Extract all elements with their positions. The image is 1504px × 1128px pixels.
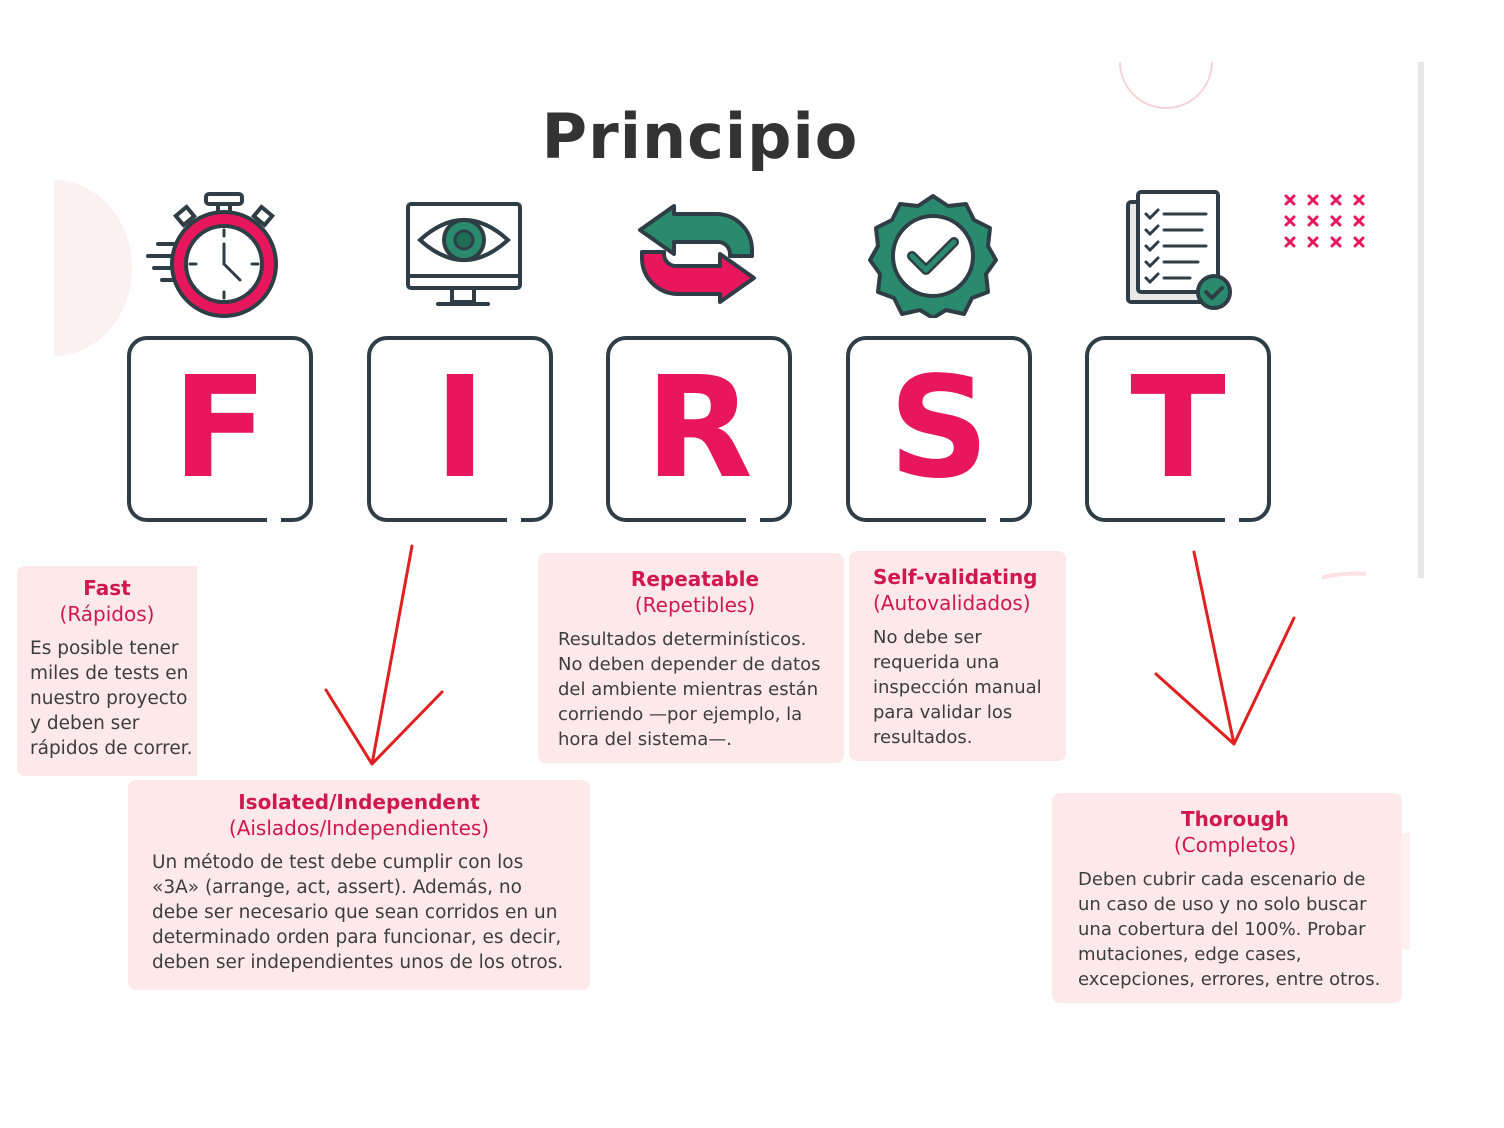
arrow-down-isolated <box>324 544 444 766</box>
page-title: Principio <box>541 100 859 173</box>
letter-i: I <box>433 347 487 510</box>
card-self-validating-title: Self-validating <box>873 565 1038 589</box>
card-isolated-body: Un método de test debe cumplir con los «… <box>152 852 564 973</box>
letter-s: S <box>888 347 990 510</box>
card-self-validating-body: No debe ser requerida una inspección man… <box>873 627 1042 748</box>
letter-box-i: I <box>367 336 553 523</box>
letter-box-t: T <box>1085 336 1271 523</box>
letter-r: R <box>645 347 753 510</box>
card-fast-title: Fast <box>83 576 131 600</box>
card-self-validating: Self-validating (Autovalidados) No debe … <box>849 551 1066 761</box>
letter-box-f: F <box>127 336 313 523</box>
letter-f: F <box>172 347 268 510</box>
card-isolated: Isolated/Independent (Aislados/Independi… <box>128 780 590 990</box>
letter-t: T <box>1130 347 1226 510</box>
letter-box-s: S <box>846 336 1032 523</box>
monitor-eye-icon <box>406 202 522 306</box>
card-thorough-subtitle: (Completos) <box>1173 833 1297 857</box>
checklist-icon <box>1126 190 1232 310</box>
card-fast-subtitle: (Rápidos) <box>59 602 155 626</box>
repeat-arrows-icon <box>638 204 756 304</box>
card-repeatable-subtitle: (Repetibles) <box>634 593 756 617</box>
card-repeatable: Repeatable (Repetibles) Resultados deter… <box>538 553 844 763</box>
card-repeatable-title: Repeatable <box>630 567 760 591</box>
card-repeatable-body: Resultados determinísticos. No deben dep… <box>558 629 821 750</box>
cross-pattern-decoration <box>1284 194 1365 248</box>
card-thorough-title: Thorough <box>1180 807 1290 831</box>
card-fast-body: Es posible tener miles de tests en nuest… <box>30 638 193 759</box>
card-thorough-body: Deben cubrir cada escenario de un caso d… <box>1078 869 1381 990</box>
arrow-down-thorough <box>1154 550 1296 746</box>
letter-box-r: R <box>606 336 792 523</box>
stopwatch-icon <box>146 192 278 318</box>
card-thorough: Thorough (Completos) Deben cubrir cada e… <box>1052 793 1402 1003</box>
card-self-validating-subtitle: (Autovalidados) <box>873 591 1031 615</box>
card-isolated-title: Isolated/Independent <box>238 790 480 814</box>
card-isolated-subtitle: (Aislados/Independientes) <box>228 816 490 840</box>
check-badge-icon <box>868 194 998 318</box>
card-fast: Fast (Rápidos) Es posible tener miles de… <box>17 566 197 776</box>
